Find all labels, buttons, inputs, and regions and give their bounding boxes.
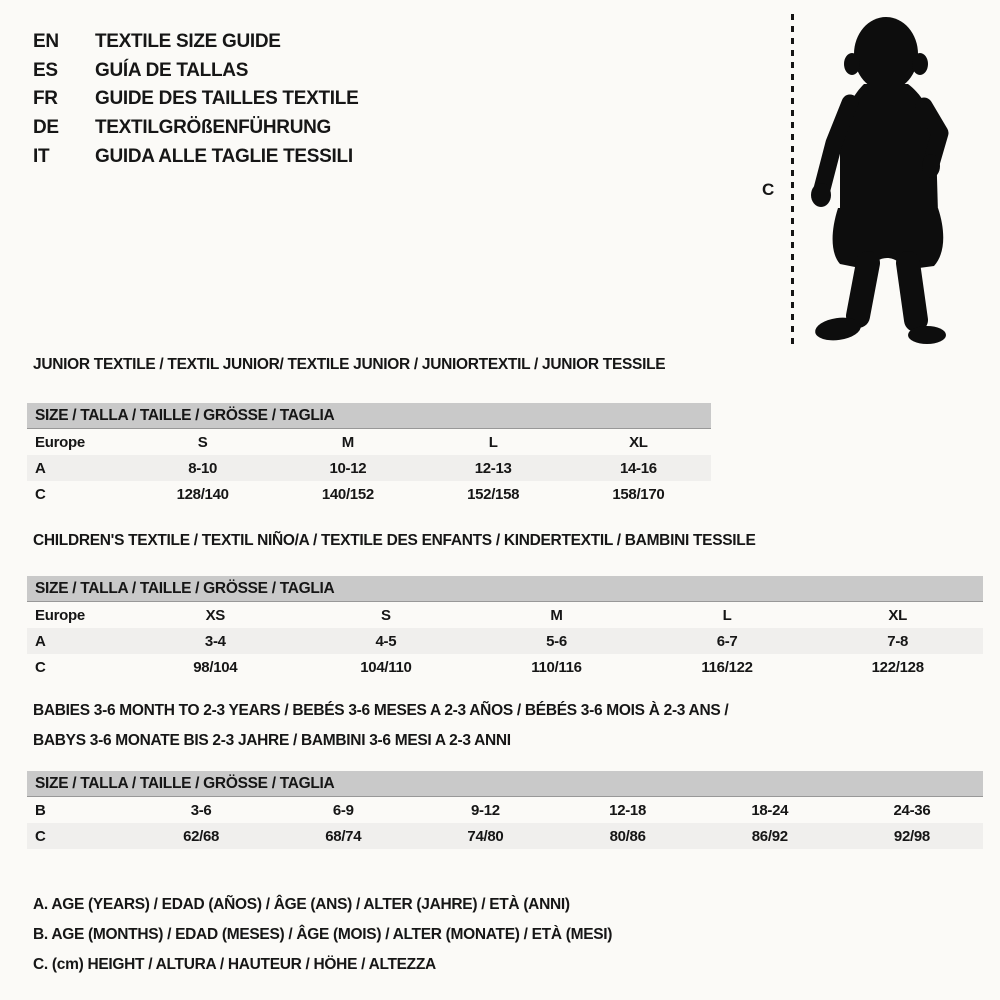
row-label: C	[35, 658, 46, 676]
table-cell: 86/92	[751, 827, 788, 845]
language-code: FR	[33, 88, 58, 110]
table-cell: 12-18	[609, 801, 647, 819]
language-title: TEXTILGRÖßENFÜHRUNG	[95, 117, 332, 139]
table-cell: 158/170	[612, 485, 665, 503]
table-cell: XL	[629, 433, 648, 451]
table-cell: 18-24	[751, 801, 789, 819]
footnote-a: A. AGE (YEARS) / EDAD (AÑOS) / ÂGE (ANS)…	[33, 896, 570, 913]
table-cell: L	[488, 433, 498, 451]
table-cell: 24-36	[893, 801, 931, 819]
toddler-silhouette-icon	[811, 17, 949, 344]
toddler-silhouette-figure	[800, 8, 960, 348]
language-list: EN TEXTILE SIZE GUIDE ES GUÍA DE TALLAS …	[33, 28, 359, 171]
table-cell: 152/158	[467, 485, 520, 503]
footnotes: A. AGE (YEARS) / EDAD (AÑOS) / ÂGE (ANS)…	[33, 890, 612, 980]
table-cell: 9-12	[471, 801, 500, 819]
junior-table-title: JUNIOR TEXTILE / TEXTIL JUNIOR/ TEXTILE …	[33, 356, 666, 373]
table-cell: 5-6	[546, 632, 567, 650]
table-cell: M	[550, 606, 563, 624]
language-row: IT GUIDA ALLE TAGLIE TESSILI	[33, 142, 358, 171]
table-cell: 4-5	[375, 632, 397, 650]
table-cell: 6-7	[716, 632, 738, 650]
language-code: ES	[33, 59, 58, 81]
table-cell: XL	[888, 606, 907, 624]
children-table-title: CHILDREN'S TEXTILE / TEXTIL NIÑO/A / TEX…	[33, 532, 756, 549]
row-label: C	[35, 485, 46, 503]
table-cell: 92/98	[893, 827, 930, 845]
row-label: A	[35, 632, 46, 650]
language-code: EN	[33, 31, 59, 53]
language-code: DE	[33, 117, 59, 139]
table-cell: 80/86	[609, 827, 646, 845]
table-row: B 3-6 6-9 9-12 12-18 18-24 24-36	[27, 797, 983, 823]
row-label: C	[35, 827, 46, 845]
language-title: GUÍA DE TALLAS	[95, 59, 249, 81]
table-cell: 110/116	[531, 658, 582, 676]
junior-size-table: SIZE / TALLA / TAILLE / GRÖSSE / TAGLIA E…	[27, 403, 711, 507]
table-row: Europe S M L XL	[27, 429, 711, 455]
table-cell: 7-8	[887, 632, 909, 650]
language-row: DE TEXTILGRÖßENFÜHRUNG	[33, 114, 358, 143]
babies-size-table: SIZE / TALLA / TAILLE / GRÖSSE / TAGLIA B…	[27, 771, 983, 849]
table-cell: 12-13	[474, 459, 512, 477]
table-cell: L	[722, 606, 732, 624]
table-header-band: SIZE / TALLA / TAILLE / GRÖSSE / TAGLIA	[27, 771, 983, 797]
language-row: FR GUIDE DES TAILLES TEXTILE	[33, 85, 359, 114]
table-cell: 98/104	[193, 658, 238, 676]
table-cell: 8-10	[188, 459, 218, 477]
language-row: ES GUÍA DE TALLAS	[33, 57, 358, 86]
table-row: C 62/68 68/74 74/80 80/86 86/92 92/98	[27, 823, 983, 849]
table-cell: 10-12	[329, 459, 367, 477]
height-measure-label: C	[762, 180, 774, 199]
table-cell: 62/68	[183, 827, 220, 845]
language-row: EN TEXTILE SIZE GUIDE	[33, 28, 358, 57]
table-cell: 14-16	[619, 459, 657, 477]
row-label: Europe	[35, 606, 85, 624]
table-cell: XS	[205, 606, 226, 624]
children-size-table: SIZE / TALLA / TAILLE / GRÖSSE / TAGLIA E…	[27, 576, 983, 680]
table-header-band: SIZE / TALLA / TAILLE / GRÖSSE / TAGLIA	[27, 403, 711, 429]
footnote-b: B. AGE (MONTHS) / EDAD (MESES) / ÂGE (MO…	[33, 926, 613, 943]
row-label: Europe	[35, 433, 85, 451]
table-row: A 8-10 10-12 12-13 14-16	[27, 455, 711, 481]
language-title: GUIDE DES TAILLES TEXTILE	[95, 88, 359, 110]
table-header-band: SIZE / TALLA / TAILLE / GRÖSSE / TAGLIA	[27, 576, 983, 602]
footnote-c: C. (cm) HEIGHT / ALTURA / HAUTEUR / HÖHE…	[33, 956, 436, 973]
table-cell: 140/152	[321, 485, 374, 503]
table-cell: 128/140	[176, 485, 229, 503]
babies-table-title: BABIES 3-6 MONTH TO 2-3 YEARS / BEBÉS 3-…	[33, 702, 729, 749]
table-row: C 98/104 104/110 110/116 116/122 122/128	[27, 654, 983, 680]
table-cell: 74/80	[467, 827, 504, 845]
table-row: A 3-4 4-5 5-6 6-7 7-8	[27, 628, 983, 654]
table-cell: 3-6	[190, 801, 212, 819]
row-label: A	[35, 459, 46, 477]
table-cell: 6-9	[332, 801, 354, 819]
language-code: IT	[33, 145, 50, 167]
row-label: B	[35, 801, 46, 819]
language-title: GUIDA ALLE TAGLIE TESSILI	[95, 145, 353, 167]
table-row: C 128/140 140/152 152/158 158/170	[27, 481, 711, 507]
table-cell: 122/128	[871, 658, 924, 676]
table-cell: S	[381, 606, 391, 624]
table-cell: M	[341, 433, 355, 451]
table-cell: 116/122	[701, 658, 753, 676]
table-cell: S	[197, 433, 208, 451]
language-title: TEXTILE SIZE GUIDE	[95, 31, 281, 53]
table-cell: 104/110	[360, 658, 412, 676]
table-row: Europe XS S M L XL	[27, 602, 983, 628]
table-cell: 68/74	[325, 827, 362, 845]
height-measure-dotted-line	[791, 14, 794, 346]
table-cell: 3-4	[204, 632, 226, 650]
